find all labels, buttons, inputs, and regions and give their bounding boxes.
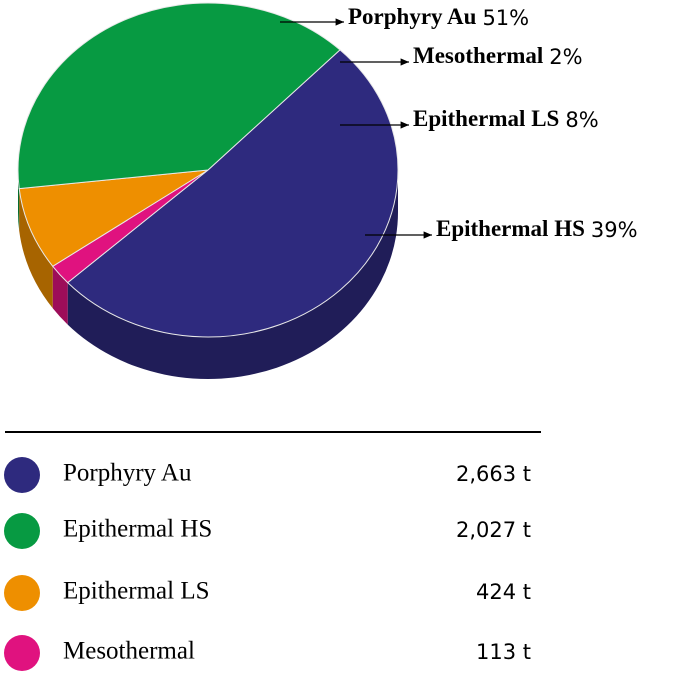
pie: [17, 2, 399, 338]
legend-swatch: [4, 457, 40, 493]
slice-label: Epithermal HS 39%: [436, 216, 638, 242]
legend-table: Porphyry Au 2,663 t Epithermal HS 2,027 t Ep…: [4, 457, 531, 671]
slice-labels: Porphyry Au 51% Mesothermal 2% Epithermal LS…: [280, 4, 638, 242]
pie-slice: [17, 2, 341, 190]
legend-swatch: [4, 635, 40, 671]
slice-name: Epithermal LS: [413, 106, 559, 131]
slice-label: Mesothermal 2%: [413, 43, 583, 69]
slice-name: Epithermal HS: [436, 216, 585, 241]
row-value: 2,027 t: [456, 518, 531, 542]
slice-percent: 2%: [549, 45, 582, 69]
legend-swatch: [4, 575, 40, 611]
pie-side: [19, 188, 53, 309]
pie-slice: [66, 49, 399, 338]
slice-label: Epithermal LS 8%: [413, 106, 599, 132]
legend-swatch: [4, 513, 40, 549]
slice-percent: 39%: [591, 218, 638, 242]
slice-label: Porphyry Au 51%: [348, 4, 529, 30]
row-name: Epithermal LS: [63, 578, 210, 605]
row-name: Mesothermal: [63, 638, 195, 665]
slice-name: Porphyry Au: [348, 4, 477, 29]
row-name: Porphyry Au: [63, 460, 192, 487]
pie-side: [67, 170, 399, 379]
slice-percent: 8%: [565, 108, 598, 132]
row-value: 2,663 t: [456, 462, 531, 486]
slice-name: Mesothermal: [413, 43, 543, 68]
slice-percent: 51%: [482, 6, 529, 30]
row-value: 113 t: [476, 640, 531, 664]
row-value: 424 t: [476, 580, 531, 604]
pie-side: [52, 266, 68, 325]
row-name: Epithermal HS: [63, 516, 212, 543]
pie-slice: [18, 169, 209, 267]
